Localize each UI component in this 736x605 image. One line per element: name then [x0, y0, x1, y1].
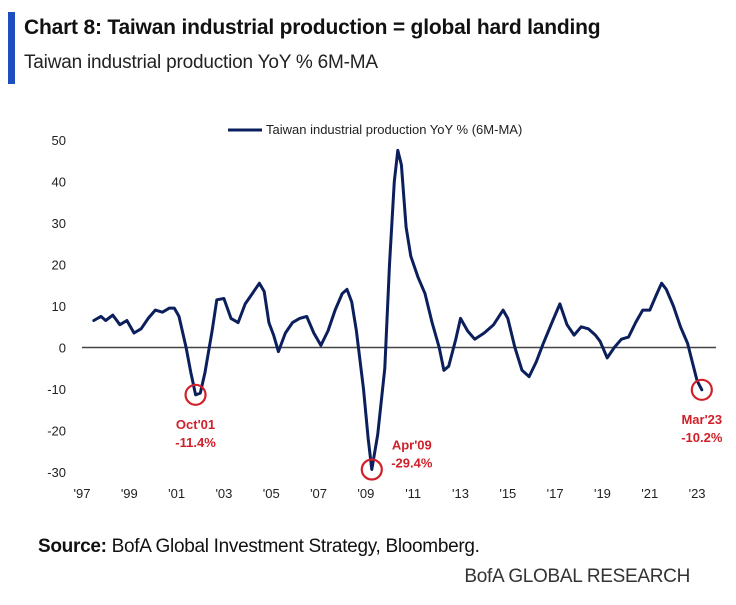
- annotation-circle: [690, 378, 713, 401]
- x-tick-label: '09: [357, 486, 374, 501]
- source-text: BofA Global Investment Strategy, Bloombe…: [106, 536, 480, 557]
- x-tick-label: '13: [452, 486, 469, 501]
- y-tick-label: 30: [52, 216, 66, 231]
- y-axis: 50 40 30 20 10 0 -10 -20 -30: [47, 133, 66, 480]
- x-tick-label: '15: [499, 486, 516, 501]
- annotation-value: -11.4%: [175, 435, 216, 450]
- y-tick-label: -10: [47, 382, 66, 397]
- x-tick-label: '05: [263, 486, 280, 501]
- x-tick-label: '21: [641, 486, 658, 501]
- x-tick-label: '23: [689, 486, 706, 501]
- x-tick-label: '01: [168, 486, 185, 501]
- y-tick-label: -20: [47, 424, 66, 439]
- source-note: Source: BofA Global Investment Strategy,…: [38, 536, 480, 558]
- y-tick-label: 0: [59, 341, 66, 356]
- y-tick-label: 10: [52, 299, 66, 314]
- x-tick-label: '07: [310, 486, 327, 501]
- series-line-taiwan-ip: [92, 148, 704, 471]
- annotation-value: -10.2%: [681, 430, 723, 445]
- annotation-date: Apr'09: [392, 438, 432, 453]
- x-tick-label: '03: [215, 486, 232, 501]
- annotation-date: Oct'01: [176, 417, 215, 432]
- y-tick-label: 20: [52, 258, 66, 273]
- brand-footer: BofA GLOBAL RESEARCH: [464, 566, 690, 587]
- y-tick-label: 40: [52, 175, 66, 190]
- annotation-value: -29.4%: [391, 456, 433, 471]
- x-tick-label: '99: [121, 486, 138, 501]
- title-accent-bar: [8, 12, 15, 84]
- annotations: Oct'01 -11.4% Apr'09 -29.4% Mar'23 -10.2%: [175, 378, 723, 481]
- annotation-circle: [360, 458, 383, 481]
- y-tick-label: 50: [52, 133, 66, 148]
- x-tick-label: '11: [405, 486, 421, 501]
- x-tick-label: '97: [74, 486, 91, 501]
- x-tick-label: '17: [547, 486, 564, 501]
- annotation-circle: [184, 383, 207, 406]
- legend-entry: Taiwan industrial production YoY % (6M-M…: [266, 122, 522, 137]
- x-axis: '97 '99 '01 '03 '05 '07 '09 '11 '13 '15 '17 '19 '21 '…: [74, 486, 706, 501]
- legend: Taiwan industrial production YoY % (6M-M…: [228, 122, 522, 137]
- chart-subtitle: Taiwan industrial production YoY % 6M-MA: [24, 52, 378, 73]
- y-tick-label: -30: [47, 465, 66, 480]
- annotation-date: Mar'23: [681, 412, 722, 427]
- chart-title: Chart 8: Taiwan industrial production = …: [24, 16, 601, 39]
- x-tick-label: '19: [594, 486, 611, 501]
- source-label: Source:: [38, 536, 107, 557]
